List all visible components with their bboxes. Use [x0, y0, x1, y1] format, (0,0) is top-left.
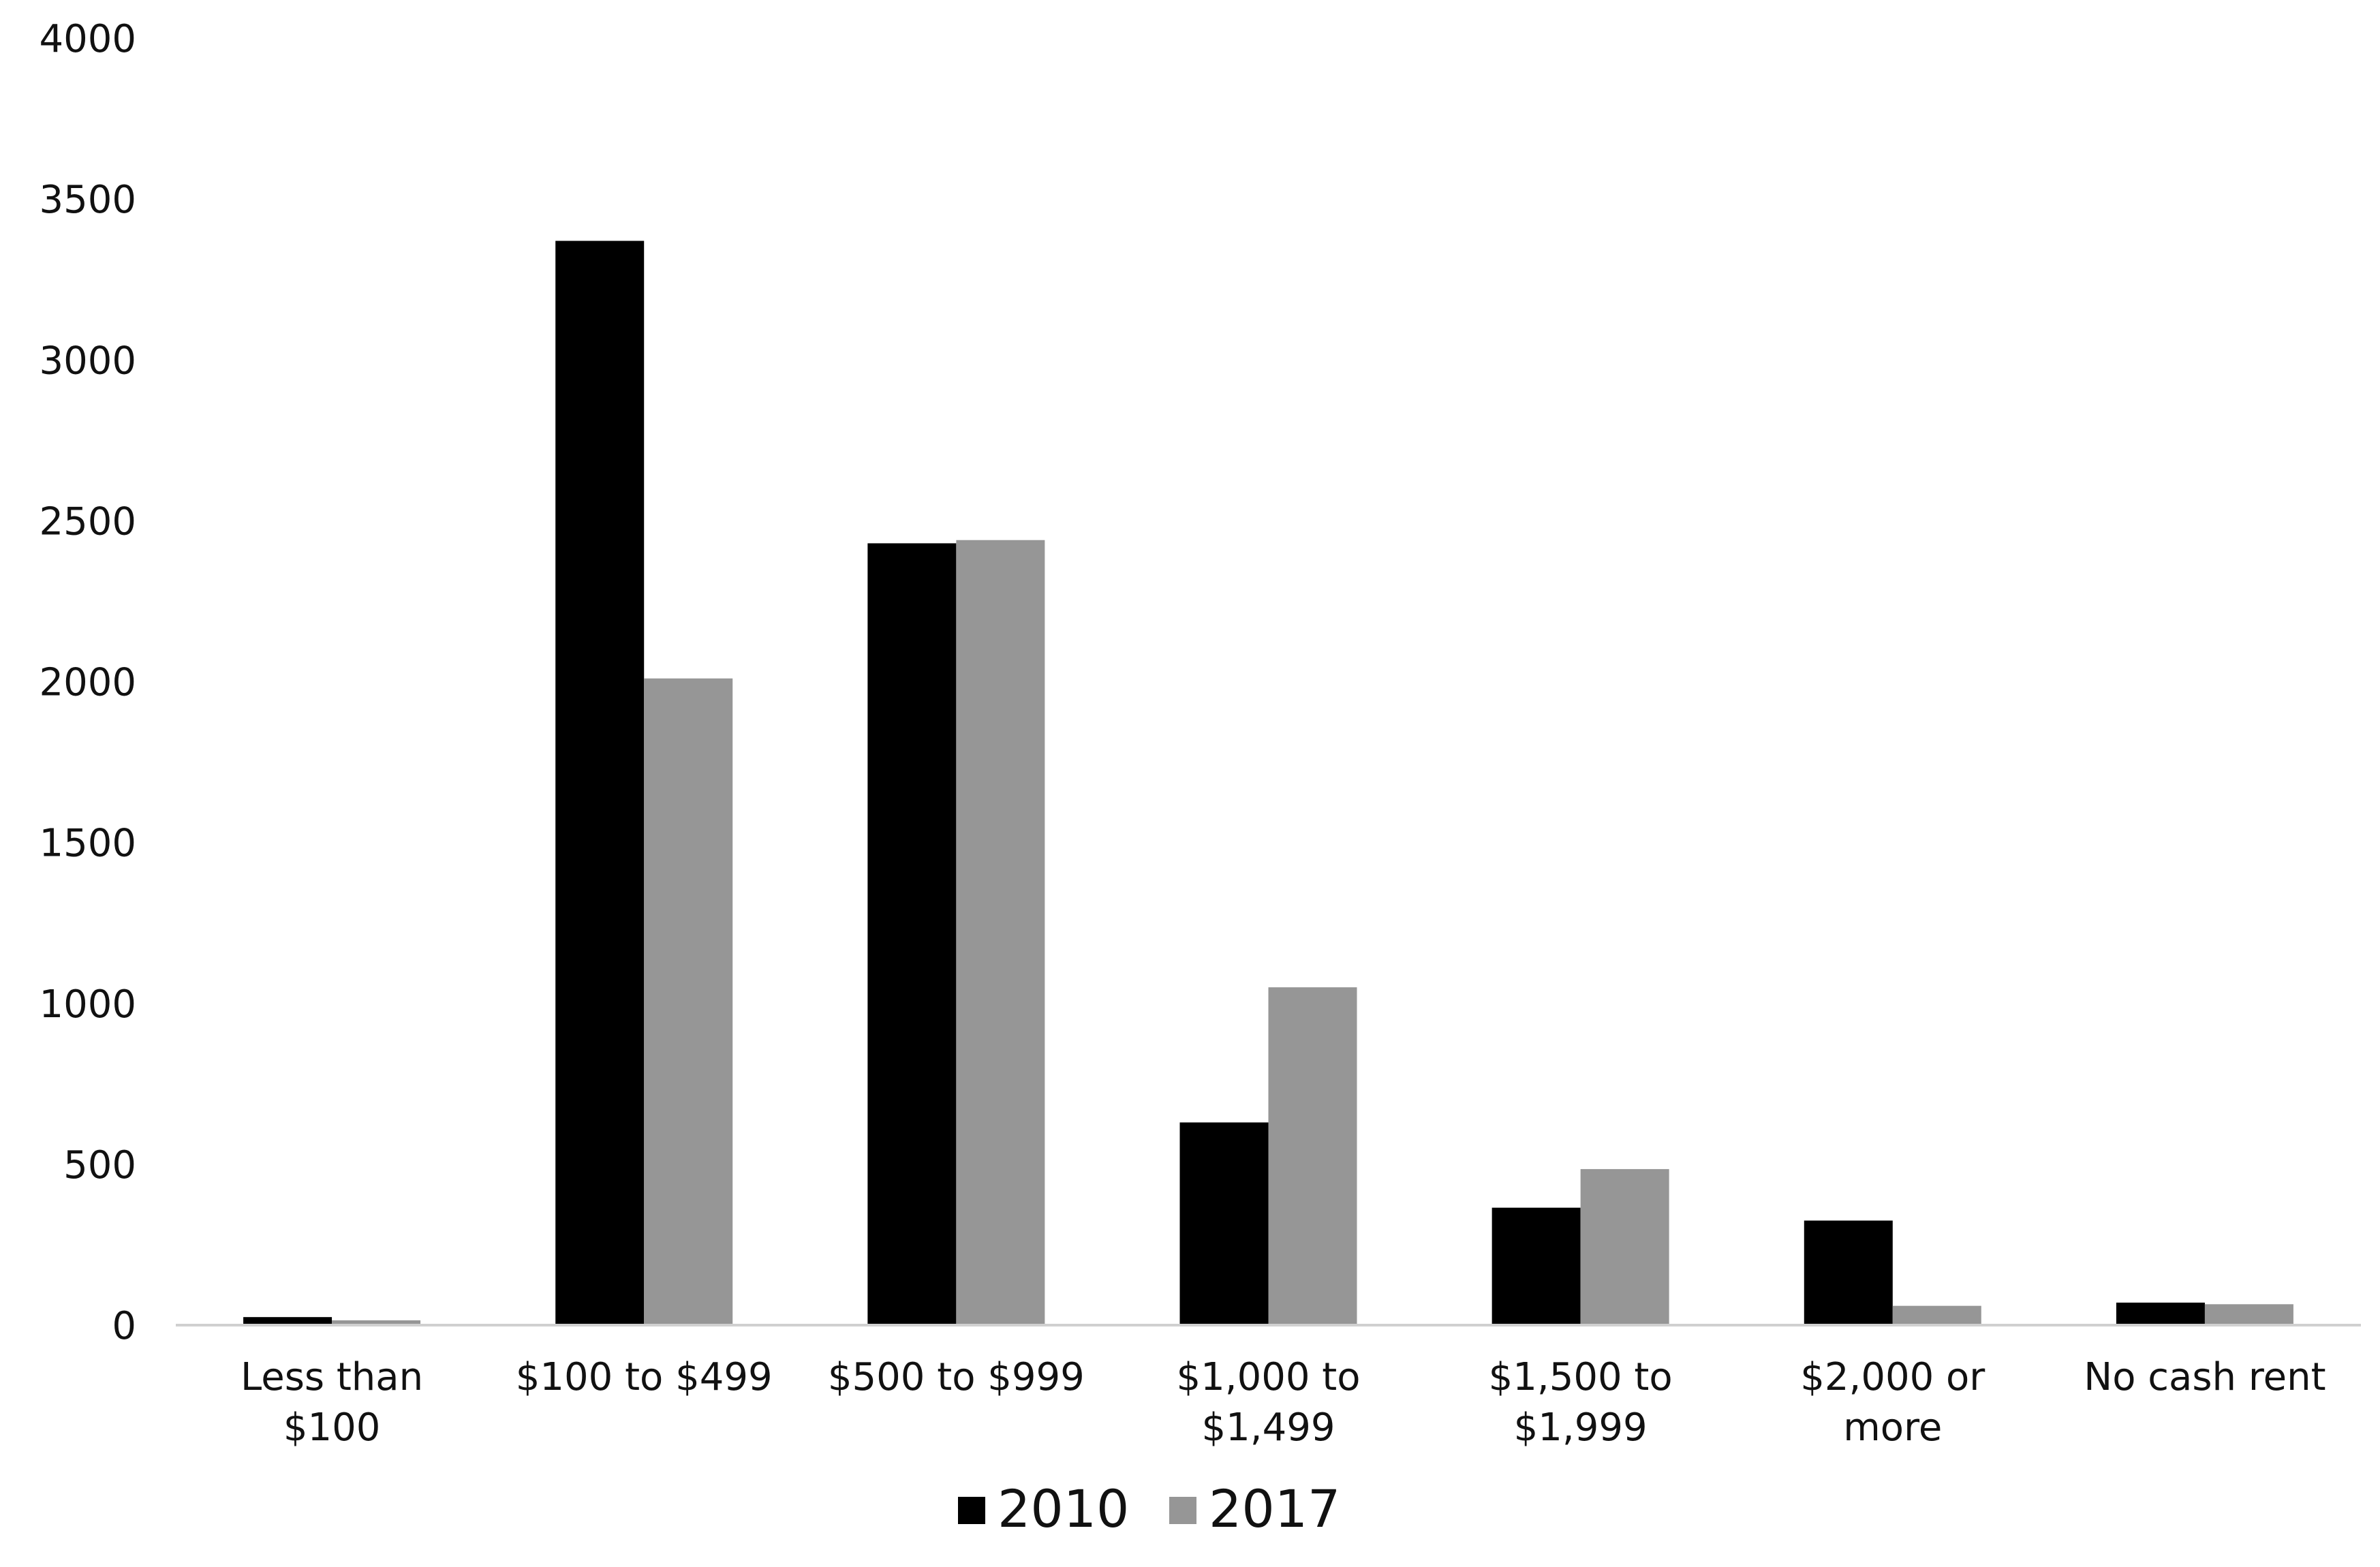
- bar-2017-1: [644, 678, 733, 1325]
- bar-2010-6: [2116, 1302, 2205, 1325]
- bar-2017-6: [2204, 1304, 2293, 1325]
- legend-swatch-2017: [1169, 1497, 1196, 1524]
- bars: [243, 241, 2293, 1326]
- bar-2010-1: [555, 241, 645, 1326]
- x-category-label-line: Less than: [241, 1355, 423, 1399]
- x-category-label-line: $1,999: [1514, 1406, 1648, 1450]
- bar-2010-3: [1179, 1122, 1269, 1325]
- x-category-label-line: more: [1843, 1406, 1942, 1450]
- y-axis-ticks: 0 500 1000 1500 2000 2500 3000 3500 4000: [39, 17, 136, 1348]
- bar-2017-0: [332, 1320, 421, 1325]
- x-category-label-line: No cash rent: [2084, 1355, 2325, 1399]
- x-category-label-line: $100 to $499: [516, 1355, 773, 1399]
- y-tick-label: 1000: [39, 982, 136, 1027]
- y-tick-label: 1500: [39, 822, 136, 866]
- x-category-label-line: $100: [283, 1406, 381, 1450]
- y-tick-label: 3500: [39, 178, 136, 222]
- bar-2017-5: [1892, 1305, 1981, 1325]
- bar-2017-2: [956, 540, 1045, 1326]
- x-category-label-line: $1,500 to: [1489, 1355, 1673, 1399]
- y-tick-label: 2000: [39, 661, 136, 705]
- bar-2010-5: [1804, 1220, 1893, 1325]
- y-tick-label: 0: [112, 1304, 136, 1348]
- x-category-label: $1,500 to $1,999: [1489, 1355, 1673, 1450]
- bar-2017-4: [1580, 1168, 1669, 1325]
- y-tick-label: 4000: [39, 17, 136, 61]
- bar-2017-3: [1268, 987, 1357, 1325]
- bar-2010-0: [243, 1317, 333, 1325]
- x-category-label-line: $1,000 to: [1177, 1355, 1361, 1399]
- bar-2010-4: [1492, 1207, 1581, 1325]
- y-tick-label: 2500: [39, 499, 136, 544]
- x-category-label: $100 to $499: [516, 1355, 773, 1399]
- x-category-label: $500 to $999: [828, 1355, 1085, 1399]
- bar-2010-2: [867, 543, 957, 1325]
- y-tick-label: 500: [63, 1143, 136, 1188]
- x-category-label: $1,000 to $1,499: [1177, 1355, 1361, 1450]
- x-category-label-line: $2,000 or: [1800, 1355, 1985, 1399]
- legend-swatch-2010: [958, 1497, 985, 1524]
- x-category-label-line: $1,499: [1202, 1406, 1335, 1450]
- legend-label: 2017: [1209, 1478, 1340, 1539]
- legend-label: 2010: [998, 1478, 1129, 1539]
- y-tick-label: 3000: [39, 339, 136, 383]
- x-category-label: Less than $100: [241, 1355, 423, 1450]
- x-axis-category-labels: Less than $100 $100 to $499 $500 to $999 $1,…: [241, 1355, 2326, 1450]
- legend: 2010 2017: [958, 1478, 1340, 1539]
- x-category-label: No cash rent: [2084, 1355, 2325, 1399]
- x-category-label: $2,000 or more: [1800, 1355, 1985, 1450]
- x-category-label-line: $500 to $999: [828, 1355, 1085, 1399]
